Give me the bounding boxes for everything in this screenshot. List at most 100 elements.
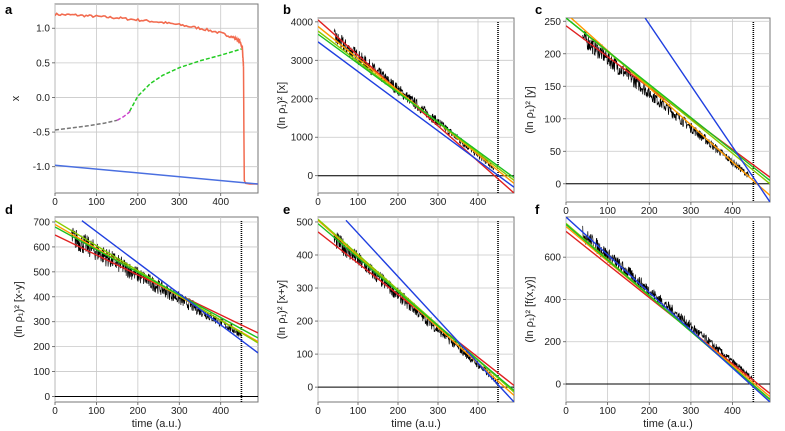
y-axis-label: (ln ρ₁)² [y] [524, 86, 536, 133]
x-tick-label: 100 [599, 406, 616, 417]
panel-label: a [5, 2, 13, 17]
y-axis-label: (ln ρ₁)² [x+y] [276, 280, 288, 339]
y-tick-label: 700 [33, 217, 50, 228]
x-tick-label: 300 [171, 406, 188, 417]
y-tick-label: 200 [296, 317, 313, 328]
y-tick-label: 50 [550, 147, 562, 158]
y-axis-label: (ln ρ₁)² [x] [276, 82, 288, 129]
fit-line-0 [55, 234, 258, 334]
plot-frame [54, 216, 259, 403]
y-tick-label: 500 [296, 217, 313, 228]
x-axis-label: time (a.u.) [391, 418, 441, 430]
fit-line-3 [55, 226, 258, 339]
x-tick-label: 300 [430, 406, 447, 417]
y-tick-label: 500 [33, 267, 50, 278]
series-line-transition-segment [116, 109, 133, 121]
y-tick-label: 4000 [291, 17, 314, 28]
y-tick-label: 0 [555, 380, 561, 391]
x-tick-label: 400 [212, 197, 229, 208]
panel-label: b [283, 2, 291, 17]
x-tick-label: 400 [470, 197, 487, 208]
y-tick-label: 250 [544, 17, 561, 28]
y-tick-label: 300 [296, 284, 313, 295]
plot-area [566, 217, 770, 402]
y-tick-label: 0.5 [36, 58, 50, 69]
y-axis-label: x [10, 95, 22, 101]
y-tick-label: 600 [33, 242, 50, 253]
y-tick-label: -0.5 [33, 128, 51, 139]
x-tick-label: 100 [88, 406, 105, 417]
noisy-data [582, 30, 750, 178]
y-tick-label: 0.0 [36, 93, 50, 104]
y-tick-label: 200 [544, 49, 561, 60]
fit-line-3 [566, 18, 770, 182]
y-tick-label: 1.0 [36, 24, 50, 35]
x-tick-label: 300 [683, 206, 700, 217]
y-tick-label: 0 [307, 383, 313, 394]
fit-line-4 [566, 217, 770, 402]
y-tick-label: 3000 [291, 56, 314, 67]
x-tick-label: 200 [641, 206, 658, 217]
y-tick-label: 400 [33, 292, 50, 303]
x-tick-label: 300 [430, 197, 447, 208]
plot-area [318, 19, 514, 193]
y-axis-label: (ln ρ₁)² [x-y] [13, 281, 25, 337]
noisy-data [333, 28, 495, 171]
y-tick-label: 150 [544, 82, 561, 93]
fit-line-4 [345, 219, 514, 402]
panel-a: 0 100 200 300 400 -1.0 -0.5 0.0 0.5 1.0 x a [5, 2, 259, 208]
plot-area [55, 220, 258, 402]
x-tick-label: 200 [641, 406, 658, 417]
x-tick-label: 400 [724, 206, 741, 217]
x-tick-label: 100 [350, 197, 367, 208]
fit-line-4 [81, 220, 258, 354]
x-tick-label: 400 [724, 406, 741, 417]
plot-area [566, 18, 770, 202]
y-tick-label: 0 [307, 171, 313, 182]
y-axis-label: (ln ρ₁)² [f(x,y)] [524, 276, 536, 342]
x-tick-label: 300 [683, 406, 700, 417]
x-tick-label: 200 [130, 406, 147, 417]
fit-line-3 [318, 223, 514, 391]
y-tick-label: 100 [544, 114, 561, 125]
fit-line-1 [570, 18, 770, 197]
panel-e: 0 100 200 300 400 0 100 200 300 400 500 (ln ρ₁)² [x… [276, 202, 515, 430]
panel-label: c [535, 2, 542, 17]
y-tick-label: 400 [296, 250, 313, 261]
x-tick-label: 0 [52, 197, 58, 208]
y-tick-label: 300 [33, 317, 50, 328]
series-line-upper-branch [55, 12, 245, 67]
plot-area [55, 12, 258, 185]
x-tick-label: 400 [470, 406, 487, 417]
x-tick-label: 0 [315, 406, 321, 417]
series-line-unstable-branch [128, 48, 242, 112]
series-line-lower-dashed-branch [55, 119, 118, 131]
x-tick-label: 0 [563, 206, 569, 217]
plot-area [318, 218, 514, 402]
x-tick-label: 400 [212, 406, 229, 417]
y-tick-label: 100 [296, 350, 313, 361]
panel-label: f [535, 202, 540, 217]
x-axis-label: time (a.u.) [643, 418, 693, 430]
x-tick-label: 200 [130, 197, 147, 208]
y-tick-label: 0 [555, 179, 561, 190]
panel-f: 0 100 200 300 400 0 200 400 600 (ln ρ₁)² [f(x,y)]… [524, 202, 771, 430]
y-tick-label: 0 [44, 392, 50, 403]
panel-d: 0 100 200 300 400 0 100 200 300 400 500 600 700 (ln ρ… [5, 202, 259, 430]
y-tick-label: 100 [33, 367, 50, 378]
y-tick-label: 600 [544, 253, 561, 264]
x-tick-label: 200 [390, 197, 407, 208]
panel-c: 0 100 200 300 400 0 50 100 150 200 250 (ln ρ₁)² [y]… [524, 2, 771, 217]
fit-line-4 [644, 18, 770, 202]
y-tick-label: 2000 [291, 94, 314, 105]
fit-line-3 [318, 33, 514, 179]
plot-frame [54, 3, 259, 194]
x-tick-label: 0 [52, 406, 58, 417]
y-tick-label: 200 [544, 337, 561, 348]
panel-label: d [5, 202, 13, 217]
x-tick-label: 300 [171, 197, 188, 208]
series-line-lower-branch [55, 164, 258, 185]
x-axis-label: time (a.u.) [132, 418, 182, 430]
